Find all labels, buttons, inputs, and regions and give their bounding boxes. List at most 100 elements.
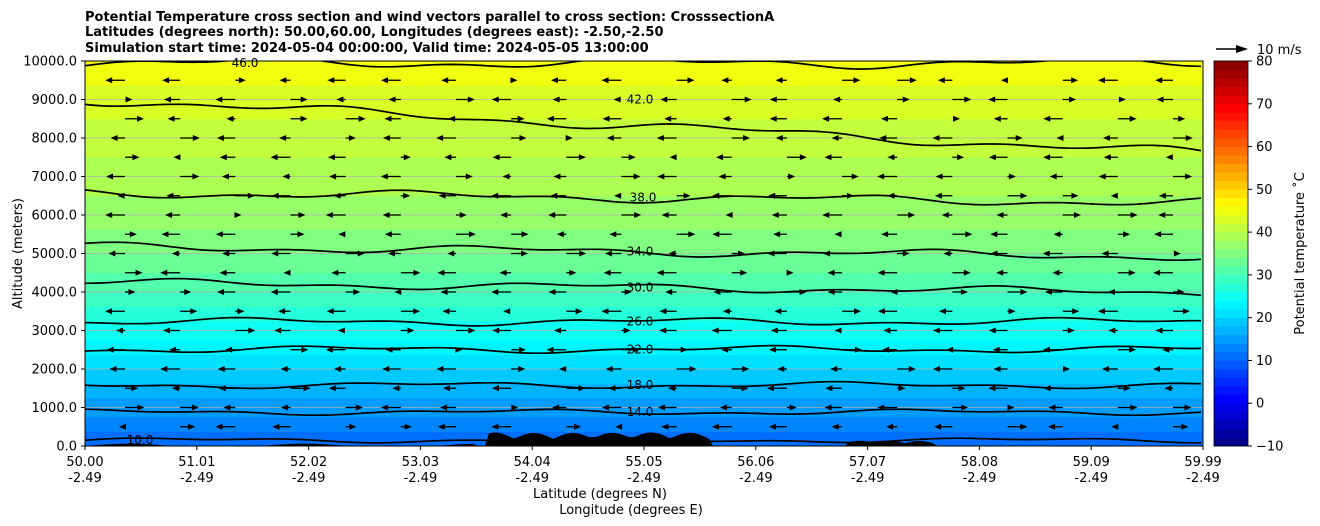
wind-vector-head (224, 346, 232, 353)
x-tick-label-latitude: 59.99 (1184, 455, 1221, 470)
temperature-band (85, 262, 1203, 269)
wind-vector-head (1108, 327, 1116, 334)
wind-vector-head (833, 96, 841, 103)
wind-vector-head (192, 135, 200, 141)
contour-lines (85, 61, 1202, 444)
contour-label: 10.0 (127, 433, 154, 447)
wind-vector-head (234, 212, 242, 218)
wind-vector-head (877, 404, 885, 411)
colorbar-segment (1214, 94, 1248, 105)
wind-vector-head (162, 77, 170, 84)
wind-vector-head (382, 212, 390, 218)
x-tick-label-longitude: -2.49 (515, 471, 549, 486)
wind-vector-head (1177, 289, 1185, 295)
temperature-band (85, 156, 1203, 163)
colorbar-segment (1214, 112, 1248, 122)
wind-vector-head (1164, 385, 1172, 392)
wind-vector-head (510, 77, 518, 84)
wind-vector-head (215, 96, 223, 103)
wind-vector-head (1185, 135, 1193, 141)
wind-vector-head (404, 423, 412, 430)
wind-vector-head (1173, 250, 1181, 257)
wind-vector-head (958, 385, 966, 392)
wind-vector-head (217, 366, 225, 372)
wind-vector-head (167, 115, 175, 122)
colorbar-segment (1214, 283, 1248, 293)
wind-vector-head (226, 115, 234, 122)
wind-vector-head (298, 212, 306, 218)
wind-vector-head (1056, 135, 1064, 141)
colorbar-segment (1214, 189, 1248, 199)
wind-vector-head (279, 77, 287, 84)
temperature-band (85, 228, 1203, 235)
wind-vector-head (1128, 346, 1136, 353)
wind-vector-head (171, 385, 179, 392)
temperature-band (85, 176, 1203, 182)
x-tick-label-longitude: -2.49 (292, 471, 326, 486)
colorbar-segment (1214, 231, 1248, 241)
wind-vector-head (552, 96, 560, 103)
colorbar-segment (1214, 385, 1248, 395)
wind-vector-head (799, 154, 807, 161)
wind-vector-head (437, 269, 445, 276)
wind-vector-head (436, 135, 444, 141)
wind-vector-head (789, 404, 797, 411)
colorbar-segment (1214, 129, 1248, 139)
wind-vector-head (325, 346, 333, 353)
wind-vector-head (165, 212, 173, 218)
wind-vector-head (1097, 308, 1105, 315)
wind-vector-head (546, 115, 554, 122)
wind-vector-head (606, 135, 614, 141)
x-tick-label-longitude: -2.49 (1186, 471, 1220, 486)
temperature-band (85, 132, 1203, 139)
wind-vector-head (184, 289, 192, 295)
temperature-band (85, 166, 1203, 173)
wind-vector-head (548, 212, 556, 218)
colorbar-segment (1214, 343, 1248, 353)
temperature-band (85, 94, 1203, 100)
x-axis: 50.00-2.4951.01-2.4952.02-2.4953.03-2.49… (66, 446, 1222, 486)
wind-vector-head (358, 115, 366, 122)
wind-vector-head (444, 154, 452, 161)
wind-vector-head (1107, 289, 1115, 295)
wind-vector-head (574, 423, 582, 430)
wind-vector-head (1182, 308, 1190, 315)
temperature-band (85, 147, 1203, 153)
wind-vector-head (964, 96, 972, 103)
temperature-band (85, 65, 1203, 72)
colorbar-segment (1214, 163, 1248, 173)
wind-vector-head (161, 231, 169, 238)
wind-vector-head (1071, 192, 1079, 199)
wind-vector-head (1103, 154, 1111, 161)
wind-vector-head (664, 115, 672, 122)
wind-vector-head (119, 423, 126, 430)
colorbar-segment (1214, 411, 1248, 421)
wind-vector-head (137, 404, 145, 411)
temperature-band (85, 84, 1203, 91)
wind-vector-head (238, 77, 246, 84)
wind-vector-head (932, 135, 940, 141)
wind-vector-head (569, 269, 577, 276)
temperature-band (85, 70, 1203, 76)
wind-vector-head (1049, 173, 1057, 180)
wind-vector-head (1007, 404, 1015, 411)
wind-vector-head (247, 192, 255, 199)
wind-vector-head (687, 77, 695, 84)
wind-vector-head (711, 423, 719, 430)
wind-vector-head (834, 231, 842, 238)
wind-vector-head (996, 212, 1004, 218)
temperature-band (85, 103, 1203, 110)
wind-vector-head (614, 192, 622, 199)
wind-vector-head (952, 115, 960, 122)
wind-vector-head (1130, 404, 1138, 411)
wind-vector-head (348, 135, 356, 141)
wind-vector-head (957, 154, 965, 161)
wind-vector-head (387, 250, 395, 257)
temperature-band (85, 301, 1203, 307)
contour-label: 26.0 (627, 315, 654, 329)
wind-vector-head (1101, 250, 1109, 257)
wind-vector-head (128, 289, 136, 295)
colorbar-segment (1214, 402, 1248, 413)
wind-vector-head (1123, 231, 1131, 238)
wind-vector-head (823, 250, 831, 257)
